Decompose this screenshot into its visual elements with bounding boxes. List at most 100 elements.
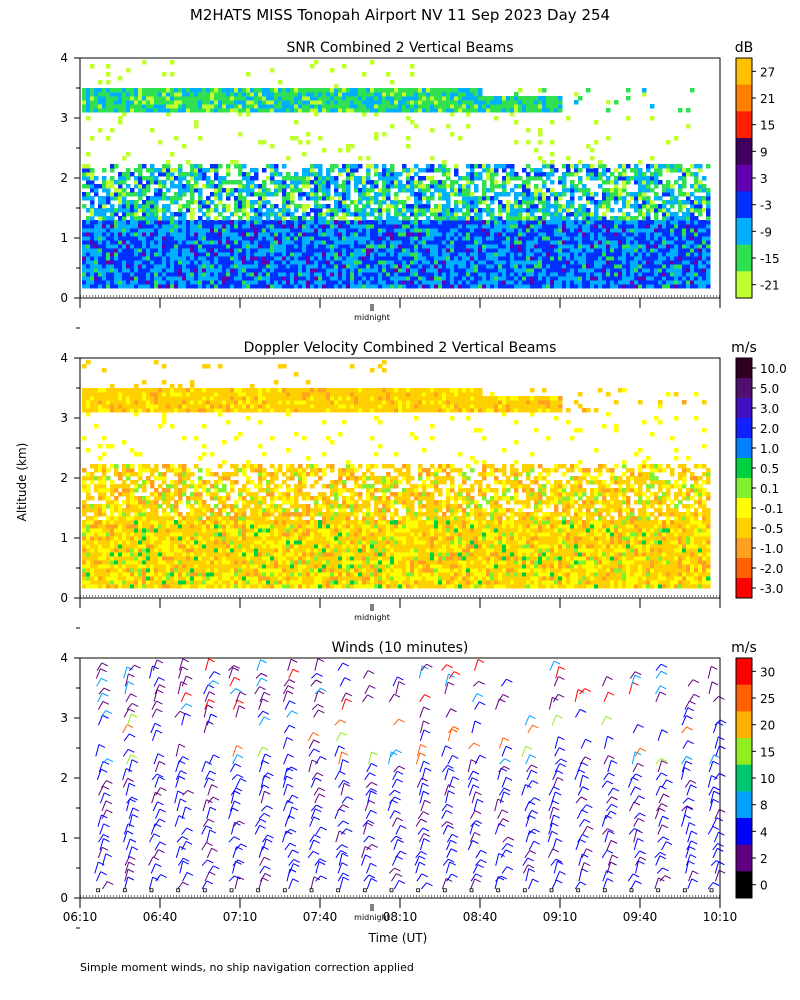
heatmap-cell — [106, 88, 111, 93]
heatmap-cell — [382, 172, 387, 177]
heatmap-cell — [446, 184, 451, 189]
heatmap-cell — [418, 220, 423, 225]
heatmap-cell — [222, 252, 227, 257]
heatmap-cell — [490, 176, 495, 181]
heatmap-cell — [138, 176, 143, 181]
heatmap-cell — [410, 212, 415, 217]
heatmap-cell — [702, 176, 707, 181]
heatmap-cell — [698, 220, 703, 225]
heatmap-cell — [226, 244, 231, 249]
heatmap-cell — [450, 216, 455, 221]
heatmap-cell — [678, 236, 683, 241]
heatmap-cell — [698, 272, 703, 277]
heatmap-cell — [694, 164, 699, 169]
heatmap-cell — [666, 260, 671, 265]
heatmap-cell — [498, 192, 503, 197]
heatmap-cell — [302, 272, 307, 277]
heatmap-cell — [466, 176, 471, 181]
heatmap-cell — [390, 204, 395, 209]
heatmap-cell — [346, 104, 351, 109]
heatmap-cell — [106, 92, 111, 97]
heatmap-cell — [662, 184, 667, 189]
heatmap-cell — [222, 260, 227, 265]
heatmap-cell — [98, 240, 103, 245]
heatmap-cell — [430, 212, 435, 217]
heatmap-cell — [426, 228, 431, 233]
heatmap-cell — [502, 256, 507, 261]
heatmap-cell — [170, 88, 175, 93]
heatmap-cell — [702, 240, 707, 245]
heatmap-cell — [218, 232, 223, 237]
heatmap-cell — [194, 180, 199, 185]
heatmap-cell — [330, 248, 335, 253]
heatmap-cell — [282, 260, 287, 265]
heatmap-cell — [462, 96, 467, 101]
heatmap-cell — [674, 216, 679, 221]
heatmap-cell — [666, 268, 671, 273]
heatmap-cell — [238, 104, 243, 109]
heatmap-cell — [598, 164, 603, 169]
heatmap-cell — [114, 220, 119, 225]
heatmap-cell — [202, 200, 207, 205]
heatmap-cell — [298, 176, 303, 181]
heatmap-cell — [366, 108, 371, 113]
heatmap-cell — [354, 176, 359, 181]
heatmap-cell — [170, 100, 175, 105]
heatmap-cell — [282, 212, 287, 217]
heatmap-cell — [446, 220, 451, 225]
heatmap-cell — [178, 284, 183, 289]
heatmap-cell — [442, 236, 447, 241]
heatmap-cell — [326, 188, 331, 193]
heatmap-cell — [346, 212, 351, 217]
heatmap-cell — [274, 168, 279, 173]
heatmap-cell — [610, 196, 615, 201]
heatmap-cell — [94, 256, 99, 261]
heatmap-cell — [218, 224, 223, 229]
heatmap-cell — [454, 240, 459, 245]
heatmap-cell — [574, 220, 579, 225]
heatmap-cell — [506, 264, 511, 269]
heatmap-cell — [462, 244, 467, 249]
heatmap-cell — [246, 100, 251, 105]
heatmap-cell — [502, 244, 507, 249]
heatmap-cell — [198, 220, 203, 225]
heatmap-cell — [510, 112, 515, 117]
heatmap-cell — [230, 260, 235, 265]
heatmap-cell — [190, 272, 195, 277]
heatmap-cell — [438, 260, 443, 265]
heatmap-cell — [250, 104, 255, 109]
heatmap-cell — [102, 264, 107, 269]
heatmap-cell — [122, 256, 127, 261]
heatmap-cell — [666, 200, 671, 205]
heatmap-cell — [130, 276, 135, 281]
heatmap-cell — [498, 272, 503, 277]
heatmap-cell — [322, 228, 327, 233]
heatmap-cell — [106, 136, 111, 141]
heatmap-cell — [306, 264, 311, 269]
heatmap-cell — [414, 236, 419, 241]
heatmap-cell — [518, 192, 523, 197]
heatmap-cell — [162, 72, 167, 77]
heatmap-cell — [570, 220, 575, 225]
heatmap-cell — [510, 176, 515, 181]
heatmap-cell — [350, 264, 355, 269]
heatmap-cell — [486, 228, 491, 233]
heatmap-cell — [318, 104, 323, 109]
heatmap-cell — [98, 228, 103, 233]
heatmap-cell — [462, 224, 467, 229]
heatmap-cell — [186, 264, 191, 269]
heatmap-cell — [310, 88, 315, 93]
heatmap-cell — [530, 224, 535, 229]
heatmap-cell — [626, 116, 631, 121]
heatmap-cell — [566, 224, 571, 229]
heatmap-cell — [346, 240, 351, 245]
heatmap-cell — [322, 232, 327, 237]
heatmap-cell — [394, 200, 399, 205]
heatmap-cell — [430, 192, 435, 197]
heatmap-cell — [422, 100, 427, 105]
heatmap-cell — [410, 244, 415, 249]
heatmap-cell — [406, 88, 411, 93]
heatmap-cell — [554, 264, 559, 269]
heatmap-cell — [250, 96, 255, 101]
heatmap-cell — [106, 232, 111, 237]
